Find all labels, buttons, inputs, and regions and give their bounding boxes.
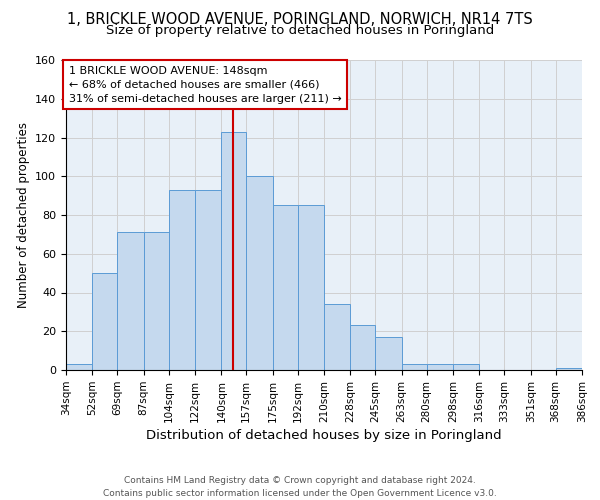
Y-axis label: Number of detached properties: Number of detached properties bbox=[17, 122, 29, 308]
X-axis label: Distribution of detached houses by size in Poringland: Distribution of detached houses by size … bbox=[146, 429, 502, 442]
Bar bbox=[118, 232, 143, 370]
Bar bbox=[324, 304, 350, 370]
Bar bbox=[376, 337, 401, 370]
Bar bbox=[143, 232, 169, 370]
Text: 1 BRICKLE WOOD AVENUE: 148sqm
← 68% of detached houses are smaller (466)
31% of : 1 BRICKLE WOOD AVENUE: 148sqm ← 68% of d… bbox=[69, 66, 341, 104]
Bar bbox=[427, 364, 453, 370]
Text: Size of property relative to detached houses in Poringland: Size of property relative to detached ho… bbox=[106, 24, 494, 37]
Bar bbox=[92, 273, 118, 370]
Bar bbox=[298, 206, 324, 370]
Text: Contains HM Land Registry data © Crown copyright and database right 2024.
Contai: Contains HM Land Registry data © Crown c… bbox=[103, 476, 497, 498]
Bar bbox=[195, 190, 221, 370]
Bar bbox=[221, 132, 247, 370]
Bar bbox=[272, 206, 298, 370]
Bar bbox=[401, 364, 427, 370]
Bar bbox=[66, 364, 92, 370]
Bar bbox=[556, 368, 582, 370]
Bar bbox=[350, 326, 376, 370]
Bar bbox=[247, 176, 272, 370]
Bar bbox=[453, 364, 479, 370]
Bar bbox=[169, 190, 195, 370]
Text: 1, BRICKLE WOOD AVENUE, PORINGLAND, NORWICH, NR14 7TS: 1, BRICKLE WOOD AVENUE, PORINGLAND, NORW… bbox=[67, 12, 533, 28]
